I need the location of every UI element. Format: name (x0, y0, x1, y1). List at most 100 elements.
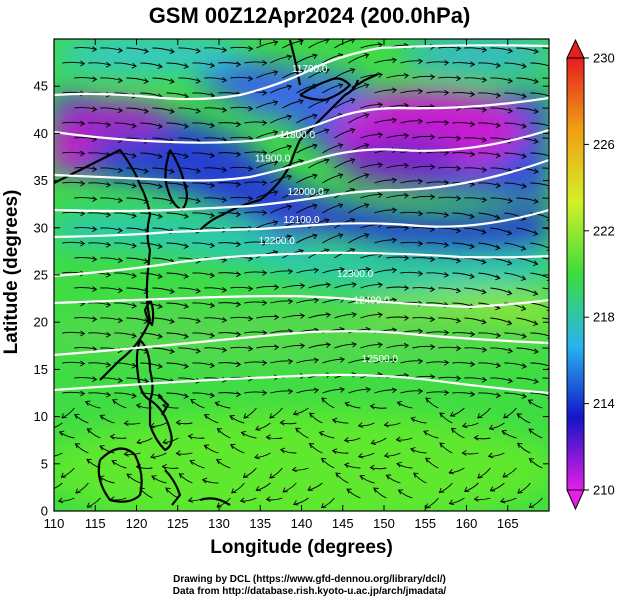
streamline-arrowhead (503, 413, 509, 419)
streamline (126, 257, 149, 263)
streamline-arrowhead (274, 344, 280, 351)
streamline-arrowhead (239, 497, 246, 504)
streamline-arrowhead (262, 90, 268, 96)
streamline (62, 391, 85, 395)
streamline (504, 92, 527, 98)
streamline-arrowhead (429, 316, 436, 323)
streamline (218, 332, 241, 335)
streamline-arrowhead (339, 356, 345, 363)
streamline (110, 435, 127, 439)
streamline-arrowhead (229, 415, 235, 421)
streamline-arrowhead (337, 173, 344, 179)
streamline-arrowhead (272, 130, 279, 136)
streamline-arrowhead (262, 120, 268, 126)
streamline-arrowhead (418, 270, 424, 277)
streamline-arrowhead (495, 122, 502, 129)
streamline-arrowhead (286, 234, 293, 240)
streamline (256, 286, 279, 289)
contour-label: 12100.0 (283, 215, 320, 226)
streamline-arrowhead (91, 76, 98, 82)
streamline (269, 467, 283, 479)
streamline-arrowhead (286, 144, 293, 150)
streamline (126, 47, 149, 53)
streamline (88, 242, 111, 246)
streamline (100, 317, 123, 322)
streamline (178, 137, 201, 142)
streamline-arrowhead (477, 473, 483, 479)
streamline (266, 497, 283, 501)
streamline (464, 347, 487, 351)
streamline (517, 482, 531, 494)
streamline (308, 314, 331, 319)
streamline (400, 211, 423, 215)
streamline (296, 204, 317, 214)
streamline-arrowhead (91, 376, 98, 382)
streamline-arrowhead (417, 358, 424, 365)
streamline-arrowhead (287, 388, 294, 395)
streamline-arrowhead (429, 164, 436, 170)
streamline (216, 497, 231, 508)
streamline-arrowhead (469, 121, 476, 127)
streamline (348, 328, 371, 334)
streamline-arrowhead (231, 488, 237, 494)
streamline-arrowhead (320, 457, 327, 463)
coast-borneo (97, 447, 143, 503)
streamline (192, 392, 215, 397)
streamline-arrowhead (404, 285, 410, 291)
streamline-arrowhead (439, 442, 445, 448)
streamline (204, 107, 227, 111)
streamline-arrowhead (312, 53, 318, 60)
streamline (516, 197, 539, 203)
streamline (504, 332, 527, 338)
streamline-arrowhead (481, 166, 488, 173)
streamline (75, 482, 89, 494)
streamline (360, 73, 383, 79)
streamline-arrowhead (209, 122, 216, 129)
streamline-arrowhead (559, 321, 564, 326)
streamline-arrowhead (324, 158, 330, 164)
streamline-arrowhead (331, 417, 338, 424)
streamline-arrowhead (157, 333, 163, 340)
streamline-arrowhead (262, 180, 268, 186)
streamline (386, 474, 401, 484)
streamline (530, 332, 549, 337)
streamline (296, 144, 317, 154)
streamline-arrowhead (532, 230, 539, 236)
x-axis-ticks: 110 115 120 125 130 135 140 145 150 155 160 165 (44, 39, 519, 531)
streamline-arrowhead (131, 122, 137, 129)
streamline (438, 136, 461, 139)
streamline-arrowhead (99, 445, 105, 451)
streamline (322, 233, 343, 244)
streamline-arrowhead (313, 357, 320, 364)
streamline (464, 317, 487, 324)
streamline (452, 62, 475, 65)
streamline (501, 430, 517, 439)
streamline-arrowhead (559, 231, 564, 236)
streamline (88, 362, 111, 366)
streamline-arrowhead (560, 49, 564, 54)
streamline-arrowhead (117, 227, 124, 234)
streamline-arrowhead (272, 190, 279, 196)
streamline-arrowhead (395, 436, 401, 443)
streamline (296, 269, 319, 274)
streamline (386, 256, 409, 259)
streamline (413, 472, 427, 484)
streamline-arrowhead (272, 40, 279, 46)
streamline-arrowhead (221, 287, 228, 293)
streamline (204, 347, 227, 351)
streamline (348, 53, 369, 64)
streamline (244, 331, 267, 334)
streamline (410, 448, 427, 454)
contour-11700 (54, 44, 549, 101)
streamline-arrowhead (230, 444, 236, 450)
streamline-arrowhead (377, 42, 383, 48)
x-tick-label: 145 (332, 516, 354, 531)
streamline (344, 463, 361, 469)
streamline-arrowhead (117, 107, 124, 114)
streamline-arrowhead (469, 213, 475, 220)
streamline-arrowhead (506, 289, 513, 296)
streamline-arrowhead (287, 268, 294, 275)
streamline-arrowhead (58, 430, 65, 436)
streamline-arrowhead (346, 488, 352, 494)
streamline (344, 402, 361, 409)
